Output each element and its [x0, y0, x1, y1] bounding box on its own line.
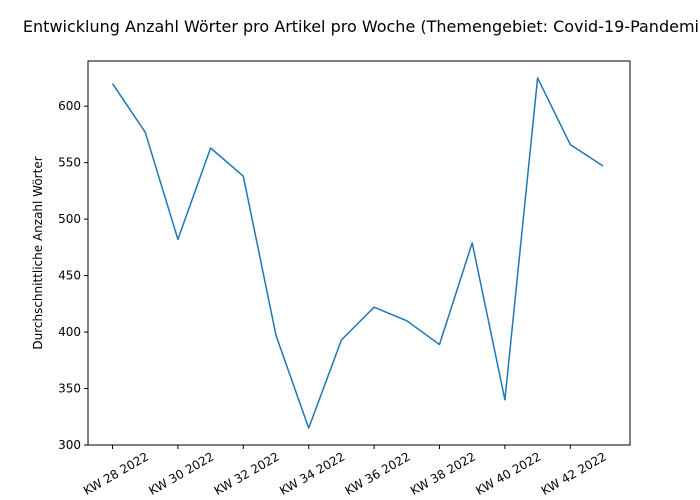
- x-tick-label: KW 30 2022: [146, 449, 216, 497]
- y-tick-label: 500: [58, 212, 81, 226]
- y-tick-label: 550: [58, 156, 81, 170]
- y-tick-label: 300: [58, 438, 81, 452]
- x-tick-label: KW 38 2022: [408, 449, 478, 497]
- y-tick-label: 350: [58, 382, 81, 396]
- plot-frame: [87, 60, 631, 446]
- y-tick-label: 400: [58, 325, 81, 339]
- x-tick-label: KW 32 2022: [212, 449, 282, 497]
- series-line: [111, 77, 604, 429]
- x-tick-label: KW 40 2022: [473, 449, 543, 497]
- y-axis-label: Durchschnittliche Anzahl Wörter: [31, 156, 45, 349]
- x-tick-label: KW 42 2022: [539, 449, 609, 497]
- x-tick-label: KW 28 2022: [81, 449, 151, 497]
- x-tick-label: KW 36 2022: [343, 449, 413, 497]
- series-layer: [111, 77, 604, 429]
- y-tick-label: 450: [58, 269, 81, 283]
- x-tick-label: KW 34 2022: [277, 449, 347, 497]
- y-axis-ticks: 300 350 400 450 500 550 600: [58, 99, 88, 452]
- chart-title: Entwicklung Anzahl Wörter pro Artikel pr…: [23, 17, 700, 36]
- y-tick-label: 600: [58, 99, 81, 113]
